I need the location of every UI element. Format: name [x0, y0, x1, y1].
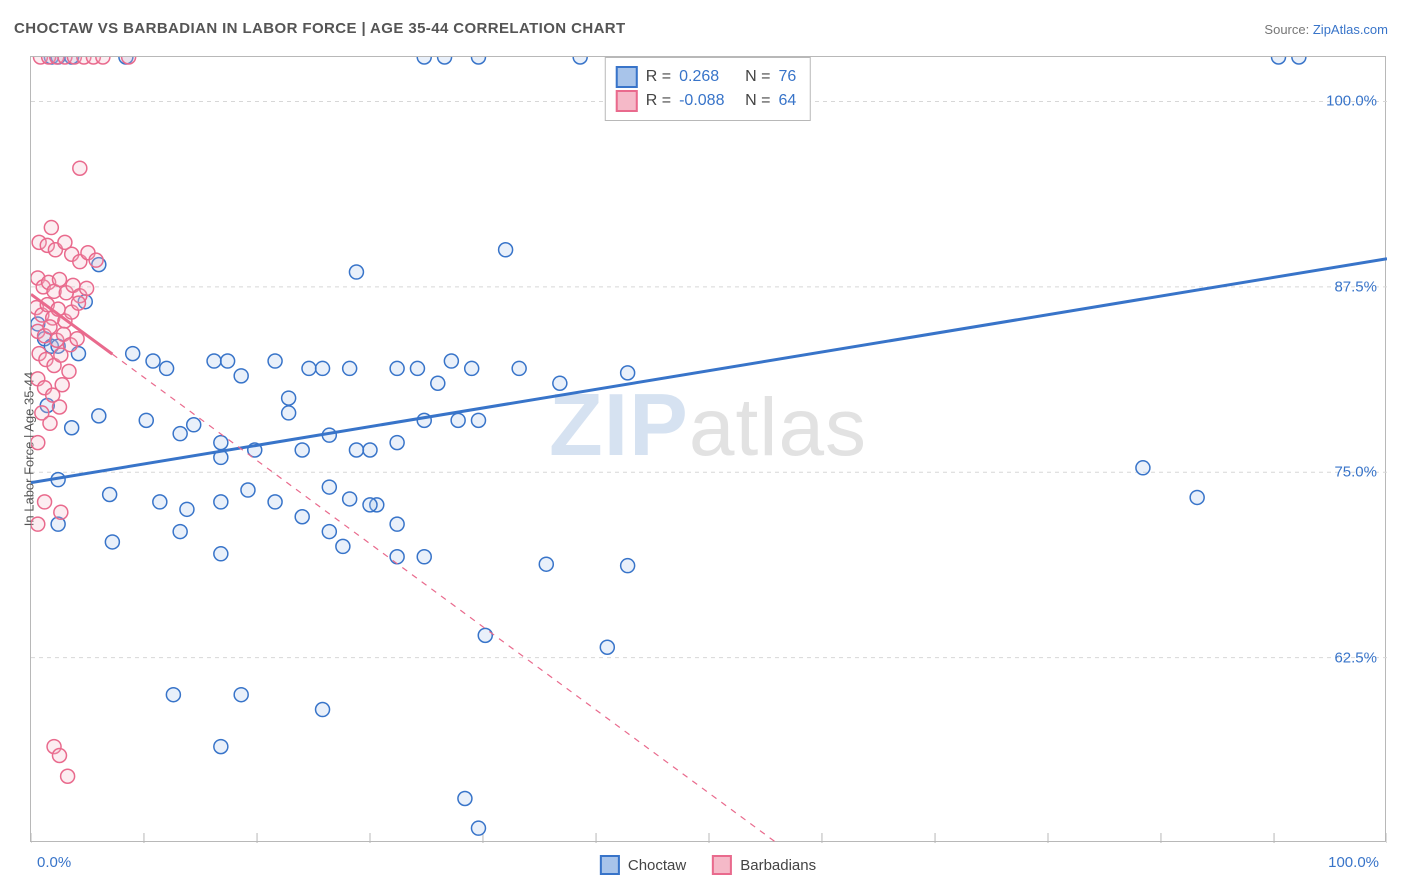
- series-legend-label: Choctaw: [628, 857, 686, 874]
- y-tick-label: 87.5%: [1334, 278, 1377, 295]
- legend-n-value: 76: [778, 68, 796, 86]
- legend-r-value: -0.088: [679, 92, 737, 110]
- source-label: Source:: [1264, 22, 1309, 37]
- statistics-legend: R = 0.268 N = 76 R = -0.088 N = 64: [605, 57, 811, 121]
- plot-area: In Labor Force | Age 35-44 ZIPatlas R =0…: [30, 56, 1386, 842]
- legend-swatch: [616, 66, 638, 88]
- series-legend-label: Barbadians: [740, 857, 816, 874]
- legend-stat-row: R = -0.088 N = 64: [616, 90, 796, 112]
- legend-swatch: [616, 90, 638, 112]
- series-legend-item: Barbadians: [712, 855, 816, 875]
- x-axis-max-label: 100.0%: [1328, 854, 1379, 871]
- chart-title: CHOCTAW VS BARBADIAN IN LABOR FORCE | AG…: [14, 20, 626, 37]
- x-axis-min-label: 0.0%: [37, 854, 71, 871]
- series-legend-item: Choctaw: [600, 855, 686, 875]
- legend-n-key: N =: [745, 68, 770, 86]
- legend-n-value: 64: [778, 92, 796, 110]
- source-attribution: Source: ZipAtlas.com: [1264, 22, 1388, 37]
- source-value: ZipAtlas.com: [1313, 22, 1388, 37]
- y-tick-label: 75.0%: [1334, 464, 1377, 481]
- legend-stat-row: R = 0.268 N = 76: [616, 66, 796, 88]
- y-tick-label: 62.5%: [1334, 649, 1377, 666]
- legend-r-key: R =: [646, 68, 671, 86]
- legend-r-value: 0.268: [679, 68, 737, 86]
- chart-container: CHOCTAW VS BARBADIAN IN LABOR FORCE | AG…: [0, 0, 1406, 892]
- legend-swatch: [712, 855, 732, 875]
- plot-svg: [31, 57, 1387, 843]
- series-legend: Choctaw Barbadians: [600, 855, 816, 875]
- y-tick-label: 100.0%: [1326, 93, 1377, 110]
- legend-swatch: [600, 855, 620, 875]
- legend-r-key: R =: [646, 92, 671, 110]
- legend-n-key: N =: [745, 92, 770, 110]
